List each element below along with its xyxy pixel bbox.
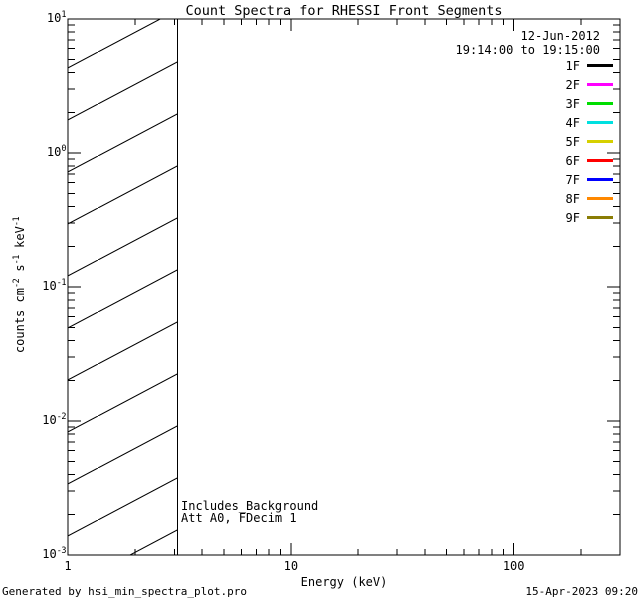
legend-label: 7F [565, 172, 580, 187]
legend-row: 3F [566, 94, 613, 113]
legend-label: 5F [565, 134, 580, 149]
legend-label: 2F [565, 77, 580, 92]
legend-row: 5F [566, 132, 613, 151]
legend-label: 6F [565, 153, 580, 168]
footer-timestamp: 15-Apr-2023 09:20 [525, 585, 638, 598]
legend-color-line [587, 178, 613, 181]
x-axis-label: Energy (keV) [300, 575, 388, 589]
legend-label: 9F [565, 210, 580, 225]
legend-row: 7F [566, 170, 613, 189]
annotation-attenuator-state: Att A0, FDecim 1 [181, 511, 297, 525]
legend-color-line [587, 102, 613, 105]
x-tick-label: 1 [64, 559, 72, 573]
y-axis-label-exponent: -1 [12, 216, 22, 227]
y-axis-label-exponent: -1 [12, 255, 22, 265]
legend-color-line [587, 159, 613, 162]
legend-row: 8F [566, 189, 613, 208]
chart-title: Count Spectra for RHESSI Front Segments [185, 3, 503, 19]
legend-color-line [587, 121, 613, 124]
annotation-includes-background: Includes_Background [181, 499, 319, 513]
y-axis-label-text: counts cm [13, 288, 27, 354]
legend-color-line [587, 197, 613, 200]
y-tick-label: 10-2 [42, 412, 66, 427]
y-axis-label-text: keV [13, 226, 27, 256]
legend-color-line [587, 83, 613, 86]
legend-row: 9F [566, 208, 613, 227]
y-tick-label: 101 [46, 10, 67, 25]
x-tick-label: 100 [502, 559, 525, 573]
axes-and-hatch [67, 18, 621, 556]
x-tick-label: 10 [283, 559, 299, 573]
y-tick-label: 10-1 [42, 278, 66, 293]
legend-row: 4F [566, 113, 613, 132]
legend: 1F 2F 3F 4F 5F 6F 7F 8F 9F [566, 56, 613, 227]
y-tick-label: 100 [46, 144, 67, 159]
legend-color-line [587, 216, 613, 219]
legend-row: 6F [566, 151, 613, 170]
y-tick-label: 10-3 [42, 546, 66, 561]
legend-label: 8F [565, 191, 580, 206]
legend-label: 3F [565, 96, 580, 111]
y-axis-label-text: s [13, 264, 27, 279]
footer-generated-by: Generated by hsi_min_spectra_plot.pro [2, 585, 248, 598]
legend-color-line [587, 64, 613, 67]
legend-row: 1F [566, 56, 613, 75]
legend-color-line [587, 140, 613, 143]
legend-label: 1F [565, 58, 580, 73]
annotation-block: Includes_Background Att A0, FDecim 1 [181, 500, 318, 524]
observation-date: 12-Jun-2012 [520, 29, 600, 43]
observation-time-range: 19:14:00 to 19:15:00 [455, 43, 601, 57]
legend-label: 4F [565, 115, 580, 130]
hatched-no-data-region [68, 19, 178, 555]
legend-row: 2F [566, 75, 613, 94]
